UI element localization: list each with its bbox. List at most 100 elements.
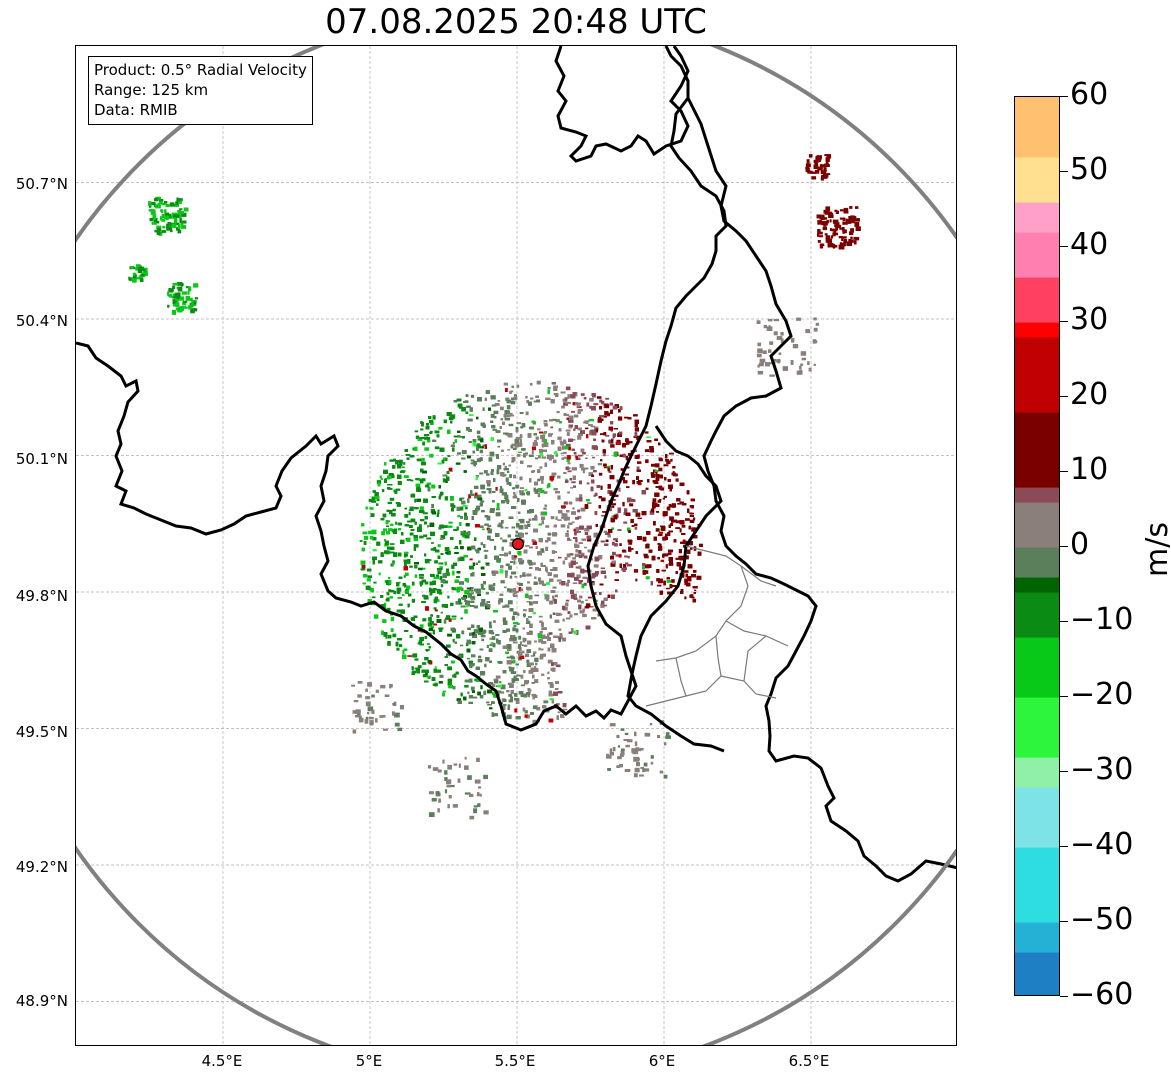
echo-pixel <box>657 500 662 503</box>
echo-pixel <box>629 503 634 507</box>
echo-pixel <box>524 545 530 547</box>
echo-pixel <box>455 462 461 465</box>
echo-pixel <box>476 430 481 435</box>
echo-pixel <box>692 517 696 521</box>
echo-pixel <box>447 595 450 599</box>
echo-pixel <box>474 485 479 489</box>
echo-pixel <box>424 635 428 639</box>
echo-pixel <box>512 627 515 632</box>
echo-pixel <box>575 549 579 553</box>
echo-pixel <box>603 453 606 457</box>
echo-pixel <box>369 507 374 510</box>
echo-pixel <box>585 603 591 608</box>
echo-pixel <box>426 423 430 426</box>
echo-pixel <box>419 506 424 510</box>
echo-pixel <box>494 403 500 406</box>
echo-pixel <box>560 452 564 455</box>
echo-pixel <box>689 594 693 598</box>
echo-pixel <box>404 572 409 577</box>
echo-pixel <box>527 581 530 584</box>
echo-pixel <box>645 459 649 464</box>
echo-pixel <box>582 613 587 618</box>
echo-pixel <box>624 416 629 419</box>
echo-pixel <box>477 547 481 551</box>
echo-pixel <box>500 691 505 694</box>
echo-pixel <box>635 578 638 582</box>
echo-pixel <box>546 484 549 489</box>
echo-pixel <box>422 567 426 570</box>
echo-pixel <box>434 446 440 450</box>
echo-pixel <box>650 508 655 513</box>
echo-pixel <box>431 503 435 509</box>
echo-pixel <box>577 435 582 440</box>
echo-pixel <box>519 476 523 481</box>
echo-pixel <box>493 583 496 587</box>
echo-pixel <box>469 558 473 561</box>
echo-pixel <box>461 450 467 454</box>
echo-pixel <box>361 547 365 552</box>
echo-pixel <box>514 575 517 578</box>
echo-pixel <box>474 678 478 682</box>
echo-pixel <box>429 430 433 433</box>
echo-pixel <box>427 622 433 627</box>
echo-pixel <box>465 505 468 510</box>
echo-pixel <box>658 499 662 501</box>
echo-pixel <box>546 598 549 602</box>
echo-pixel <box>566 413 570 417</box>
echo-pixel <box>452 447 455 452</box>
echo-pixel <box>572 582 578 584</box>
echo-pixel <box>565 599 570 602</box>
echo-pixel <box>418 567 423 571</box>
echo-pixel <box>541 456 547 459</box>
echo-pixel <box>480 634 486 638</box>
echo-pixel <box>551 550 556 554</box>
map-canvas[interactable] <box>76 46 957 1046</box>
echo-pixel <box>646 436 651 438</box>
echo-pixel <box>421 669 426 673</box>
echo-pixel <box>390 628 394 633</box>
echo-pixel <box>479 472 484 475</box>
echo-pixel <box>447 666 452 671</box>
echo-pixel <box>611 505 615 508</box>
echo-pixel <box>557 711 561 714</box>
echo-pixel <box>610 444 615 448</box>
echo-pixel <box>485 657 490 662</box>
echo-pixel <box>499 406 504 411</box>
echo-pixel <box>403 575 406 578</box>
echo-pixel <box>384 543 389 547</box>
echo-pixel <box>470 462 474 465</box>
echo-pixel <box>547 387 551 390</box>
echo-pixel <box>665 564 668 569</box>
echo-pixel <box>601 514 605 517</box>
echo-pixel <box>556 411 560 414</box>
echo-pixel <box>499 681 502 684</box>
echo-pixel <box>417 628 421 632</box>
echo-pixel <box>396 647 400 651</box>
echo-pixel <box>389 459 394 462</box>
echo-pixel <box>508 693 513 697</box>
echo-pixel <box>543 491 548 494</box>
echo-pixel <box>547 659 553 664</box>
echo-pixel <box>561 405 565 409</box>
echo-pixel <box>389 543 395 545</box>
echo-pixel <box>445 479 448 484</box>
echo-pixel <box>507 588 510 592</box>
echo-pixel <box>470 394 475 398</box>
echo-pixel <box>445 653 451 657</box>
echo-pixel <box>507 600 513 605</box>
echo-pixel <box>509 412 513 415</box>
echo-pixel <box>460 516 463 519</box>
echo-pixel <box>448 521 453 524</box>
echo-pixel <box>570 573 575 578</box>
echo-pixel <box>442 478 446 483</box>
echo-pixel <box>451 586 454 590</box>
echo-pixel <box>547 532 552 536</box>
echo-pixel <box>556 703 560 706</box>
echo-pixel <box>580 393 585 396</box>
echo-pixel <box>389 589 395 593</box>
echo-pixel <box>511 385 514 388</box>
echo-pixel <box>663 464 669 467</box>
echo-pixel <box>563 472 567 474</box>
radar-map[interactable] <box>75 45 957 1046</box>
echo-pixel <box>384 580 388 584</box>
